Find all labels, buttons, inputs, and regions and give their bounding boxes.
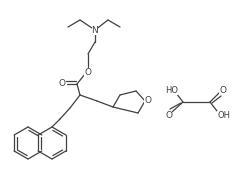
Text: O: O [58, 79, 65, 88]
Text: HO: HO [165, 86, 178, 95]
Text: O: O [165, 110, 172, 120]
Text: N: N [91, 25, 98, 35]
Text: OH: OH [217, 110, 230, 120]
Text: O: O [144, 96, 151, 105]
Text: O: O [84, 67, 91, 76]
Text: O: O [219, 86, 226, 95]
